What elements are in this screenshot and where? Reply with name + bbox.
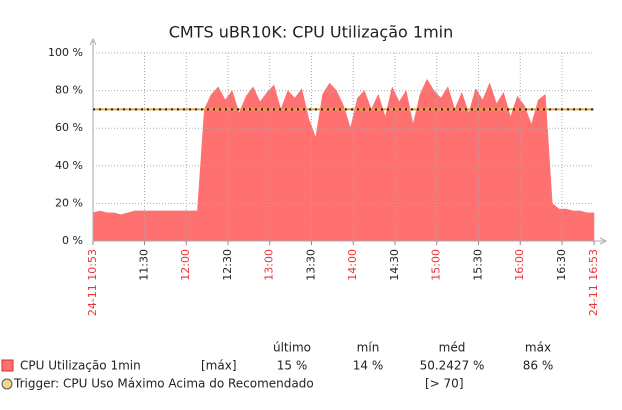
- legend-function: [máx]: [201, 359, 237, 373]
- x-tick-label: 12:00: [179, 249, 192, 281]
- stat-value: 50.2427 %: [420, 359, 485, 373]
- x-tick-label: 14:00: [346, 249, 359, 281]
- y-tick-label: 100 %: [48, 46, 83, 59]
- stat-header: último: [273, 341, 311, 355]
- stat-value: 14 %: [353, 359, 384, 373]
- x-tick-label: 15:00: [430, 249, 443, 281]
- x-tick-label: 24-11 16:53: [587, 249, 600, 316]
- x-tick-label: 12:30: [221, 249, 234, 281]
- area: [92, 78, 595, 242]
- y-tick-label: 60 %: [55, 121, 83, 134]
- x-tick-label: 11:30: [137, 249, 150, 281]
- legend-swatch: [1, 359, 14, 372]
- stat-header: méd: [439, 341, 466, 355]
- stat-value: 15 %: [277, 359, 308, 373]
- y-tick-label: 0 %: [62, 234, 83, 247]
- x-arrow: [599, 237, 608, 245]
- legend-trigger-marker: [1, 378, 13, 390]
- y-tick-label: 80 %: [55, 84, 83, 97]
- x-tick-label: 13:30: [304, 249, 317, 281]
- legend-trigger-label: Trigger: CPU Uso Máximo Acima do Recomen…: [13, 377, 314, 391]
- x-tick-label: 13:00: [263, 249, 276, 281]
- stat-header: mín: [357, 341, 380, 355]
- legend-label: CPU Utilização 1min: [20, 359, 141, 373]
- y-arrow: [89, 37, 97, 46]
- stat-value: 86 %: [523, 359, 554, 373]
- x-tick-label: 24-11 10:53: [86, 249, 99, 316]
- x-tick-label: 14:30: [388, 249, 401, 281]
- y-tick-label: 40 %: [55, 159, 83, 172]
- x-tick-label: 16:00: [513, 249, 526, 281]
- y-tick-label: 20 %: [55, 196, 83, 209]
- chart-title: CMTS uBR10K: CPU Utilização 1min: [169, 23, 454, 42]
- legend-trigger-condition: [> 70]: [425, 377, 464, 391]
- x-tick-label: 15:30: [471, 249, 484, 281]
- stat-header: máx: [525, 341, 551, 355]
- x-tick-label: 16:30: [555, 249, 568, 281]
